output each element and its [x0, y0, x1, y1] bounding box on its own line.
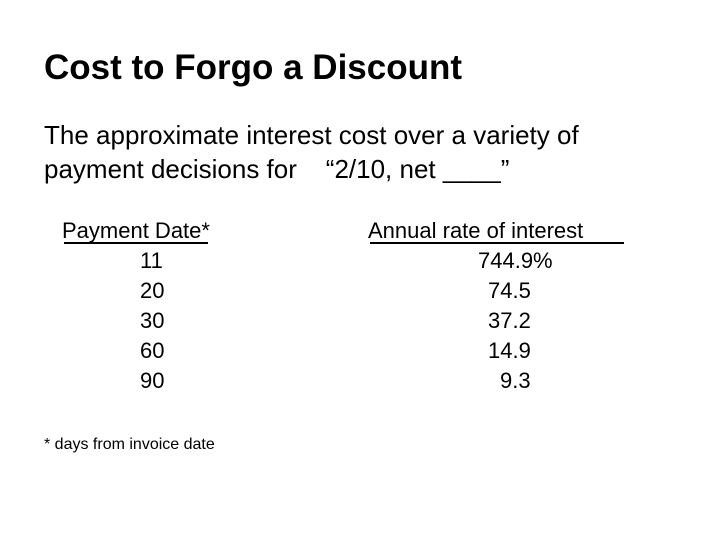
payment-date-column: Payment Date* 11 20 30 60 90: [62, 216, 262, 396]
interest-rate-value: 37.2: [488, 308, 531, 333]
subtitle-line-2: payment decisions for “2/10, net ____”: [44, 154, 510, 184]
subtitle-line-1: The approximate interest cost over a var…: [44, 120, 579, 150]
interest-rate-value: 14.9: [488, 338, 531, 363]
payment-date-value: 60: [140, 338, 165, 363]
payment-date-value: 20: [140, 278, 165, 303]
interest-rate-column: Annual rate of interest 744.9% 74.5 37.2…: [368, 216, 638, 396]
interest-rate-list: 744.9% 74.5 37.2 14.9 9.3: [368, 246, 638, 396]
slide-title: Cost to Forgo a Discount: [44, 48, 463, 87]
payment-date-list: 11 20 30 60 90: [62, 246, 262, 396]
slide-subtitle: The approximate interest cost over a var…: [44, 118, 694, 186]
payment-date-value: 90: [140, 368, 165, 393]
interest-rate-value: 9.3: [500, 368, 531, 393]
interest-rate-value: 74.5: [488, 278, 531, 303]
footnote: * days from invoice date: [44, 436, 215, 453]
payment-date-value: 30: [140, 308, 165, 333]
payment-date-value: 11: [140, 248, 163, 273]
interest-rate-header: Annual rate of interest: [368, 216, 625, 246]
interest-rate-value: 744.9%: [478, 248, 553, 273]
payment-date-header: Payment Date*: [62, 216, 210, 246]
